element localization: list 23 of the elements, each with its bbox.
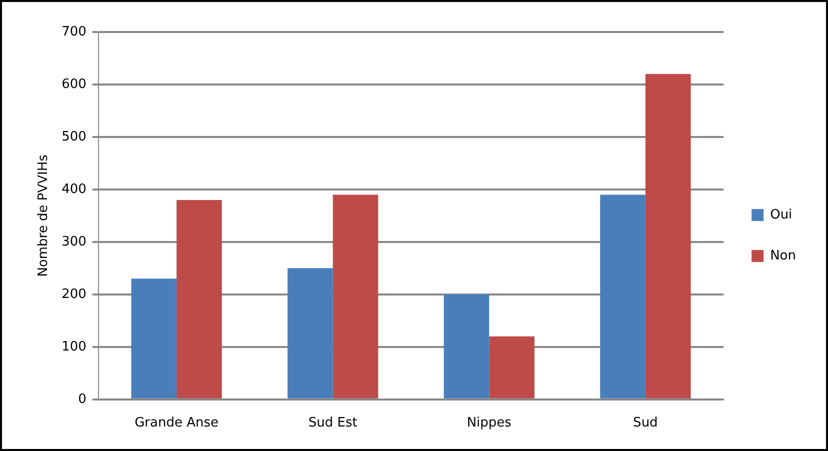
y-tick-label: 200: [62, 286, 86, 302]
y-tick-label: 700: [62, 24, 86, 40]
legend-label: Non: [770, 248, 796, 264]
bar: [645, 74, 691, 398]
y-tick-label: 300: [62, 234, 86, 250]
bar: [131, 278, 177, 398]
y-axis-title: Nombre de PVVIHs: [36, 154, 52, 277]
bar: [288, 268, 333, 398]
y-tick-label: 600: [62, 76, 86, 92]
legend-label: Oui: [770, 207, 792, 222]
bar: [600, 194, 646, 398]
bar: [444, 294, 490, 398]
bar: [332, 194, 378, 398]
x-tick-label: Sud: [633, 416, 658, 431]
x-tick-label: Nippes: [466, 416, 512, 431]
x-tick-label: Sud Est: [308, 416, 358, 431]
y-tick-label: 400: [62, 182, 86, 197]
bar: [176, 200, 222, 398]
x-tick-label: Grande Anse: [134, 416, 219, 431]
bar: [489, 336, 534, 398]
y-tick-label: 500: [62, 129, 86, 144]
y-tick-label: 0: [78, 392, 86, 407]
y-tick-label: 100: [62, 339, 86, 354]
